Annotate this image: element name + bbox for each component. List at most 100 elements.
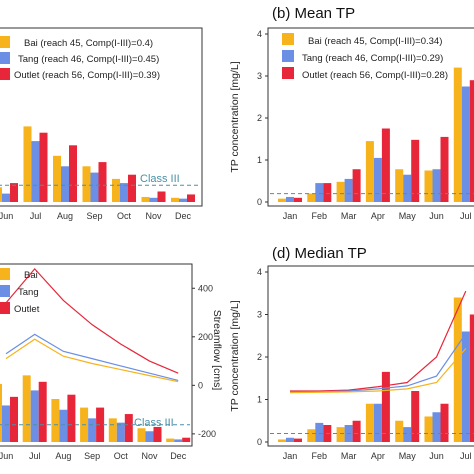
legend-a: Bai (reach 45, Comp(I-III)=0.4) Tang (re… [0, 36, 160, 81]
bar-b-outlet-mar [352, 169, 361, 202]
bar-b-outlet-apr [381, 128, 390, 202]
x-tick-d-jul: Jul [460, 451, 472, 461]
y-tick-d-4: 4 [257, 267, 262, 277]
bar-c-bai-jun [0, 383, 2, 442]
x-tick-b-jul: Jul [460, 211, 472, 221]
y2-tick-c-200: 200 [198, 332, 213, 342]
bar-a-bai-aug [53, 155, 61, 202]
bar-b-bai-mar [336, 181, 345, 202]
bar-a-bai-jun [0, 187, 2, 202]
panel-c-frame [0, 263, 193, 447]
x-tick-c-aug: Aug [55, 451, 71, 461]
bar-c-tang-jun [2, 405, 10, 442]
x-tick-a-nov: Nov [145, 211, 162, 221]
legend-label-outlet-c: Outlet [14, 304, 40, 315]
bar-a-outlet-jun [10, 183, 18, 202]
bar-a-tang-sep [90, 172, 99, 202]
legend-label-bai-c: Bai [24, 270, 38, 281]
legend-swatch-tang-c [0, 285, 10, 297]
streamflow-line-bai [5, 338, 179, 383]
bar-b-bai-jun [424, 170, 433, 202]
bar-d-bai-jun [424, 416, 433, 442]
y-tick-d-2: 2 [257, 352, 262, 362]
bar-b-bai-apr [365, 141, 374, 202]
bar-d-outlet-jun [440, 403, 449, 442]
bar-a-tang-jun [2, 193, 10, 202]
bar-d-bai-jul [453, 297, 462, 442]
x-tick-b-apr: Apr [371, 211, 385, 221]
bar-a-tang-oct [120, 183, 128, 202]
legend-c: Bai Tang Outlet [0, 268, 40, 315]
legend-swatch-outlet-b [282, 67, 294, 79]
bar-b-outlet-jan [294, 197, 302, 202]
bar-a-tang-nov [149, 197, 158, 202]
bar-a-tang-dec [179, 198, 187, 202]
x-tick-a-aug: Aug [57, 211, 73, 221]
x-tick-c-jun: Jun [0, 451, 13, 461]
bar-c-tang-dec [174, 439, 183, 442]
x-tick-a-dec: Dec [175, 211, 192, 221]
panel-b-frame [267, 27, 474, 207]
panel-b-title: (b) Mean TP [272, 5, 355, 22]
y-tick-b-3: 3 [257, 71, 262, 81]
bar-a-bai-dec [171, 197, 179, 202]
bar-a-outlet-aug [69, 145, 77, 202]
bar-a-outlet-oct [128, 174, 136, 202]
bar-d-bai-apr [365, 403, 374, 442]
bar-b-outlet-jun [440, 136, 449, 202]
concentration-line-tang [290, 333, 467, 393]
legend-label-tang: Tang (reach 46, Comp(I-III)=0.45) [18, 54, 159, 65]
bar-b-tang-mar [344, 178, 353, 202]
y-tick-d-3: 3 [257, 310, 262, 320]
bar-b-tang-jul [461, 86, 470, 202]
x-tick-d-may: May [399, 451, 417, 461]
bar-c-outlet-nov [153, 426, 162, 442]
y-tick-b-2: 2 [257, 113, 262, 123]
concentration-line-bai [289, 348, 467, 394]
legend-swatch-bai-c [0, 268, 10, 280]
x-tick-a-jun: Jun [0, 211, 13, 221]
bar-c-outlet-jul [38, 381, 47, 442]
x-tick-b-may: May [399, 211, 417, 221]
y2-tick-c-400: 400 [198, 283, 213, 293]
x-tick-a-jul: Jul [30, 211, 42, 221]
bar-a-tang-aug [61, 166, 69, 202]
panel-a-frame [0, 27, 203, 207]
x-tick-b-mar: Mar [341, 211, 357, 221]
bar-c-bai-dec [166, 438, 175, 442]
legend-swatch-tang [0, 52, 10, 64]
legend-swatch-outlet [0, 68, 10, 80]
panel-b: (b) Mean TP 0 1 2 3 4 TP concentration [mg/L… [229, 5, 474, 221]
x-tick-d-mar: Mar [341, 451, 357, 461]
x-tick-c-nov: Nov [141, 451, 158, 461]
bar-b-outlet-jul [469, 80, 474, 202]
bar-d-outlet-may [411, 391, 420, 442]
panel-d-ylabel: TP concentration [mg/L] [229, 300, 241, 411]
bar-b-tang-may [403, 174, 412, 202]
bar-d-tang-jan [286, 437, 294, 442]
bar-c-outlet-jun [10, 396, 18, 442]
bar-b-tang-apr [373, 157, 382, 202]
bar-b-bai-may [395, 169, 404, 202]
legend-swatch-outlet-c [0, 302, 10, 314]
bar-b-bai-feb [307, 193, 316, 202]
bar-b-tang-jun [432, 169, 441, 202]
x-tick-a-sep: Sep [86, 211, 102, 221]
x-tick-b-jun: Jun [429, 211, 444, 221]
bar-d-bai-jan [278, 439, 286, 442]
x-tick-d-jan: Jan [283, 451, 298, 461]
panel-a: Jun Jul Aug Sep Oct Nov Dec Class III Bai (rea… [0, 27, 203, 221]
bar-d-tang-feb [315, 422, 324, 442]
x-tick-c-dec: Dec [170, 451, 187, 461]
y-tick-b-1: 1 [257, 155, 262, 165]
bar-c-bai-aug [51, 399, 60, 442]
bar-a-outlet-jul [39, 132, 48, 202]
bar-a-outlet-nov [157, 191, 166, 202]
bar-b-tang-jan [286, 196, 294, 202]
bar-a-outlet-dec [187, 194, 195, 202]
bar-d-outlet-jan [294, 438, 302, 442]
bar-c-tang-sep [88, 418, 97, 442]
bar-d-tang-jun [432, 412, 441, 442]
bar-c-tang-oct [116, 422, 125, 442]
legend-label-outlet: Outlet (reach 56, Comp(I-III)=0.39) [14, 70, 160, 81]
